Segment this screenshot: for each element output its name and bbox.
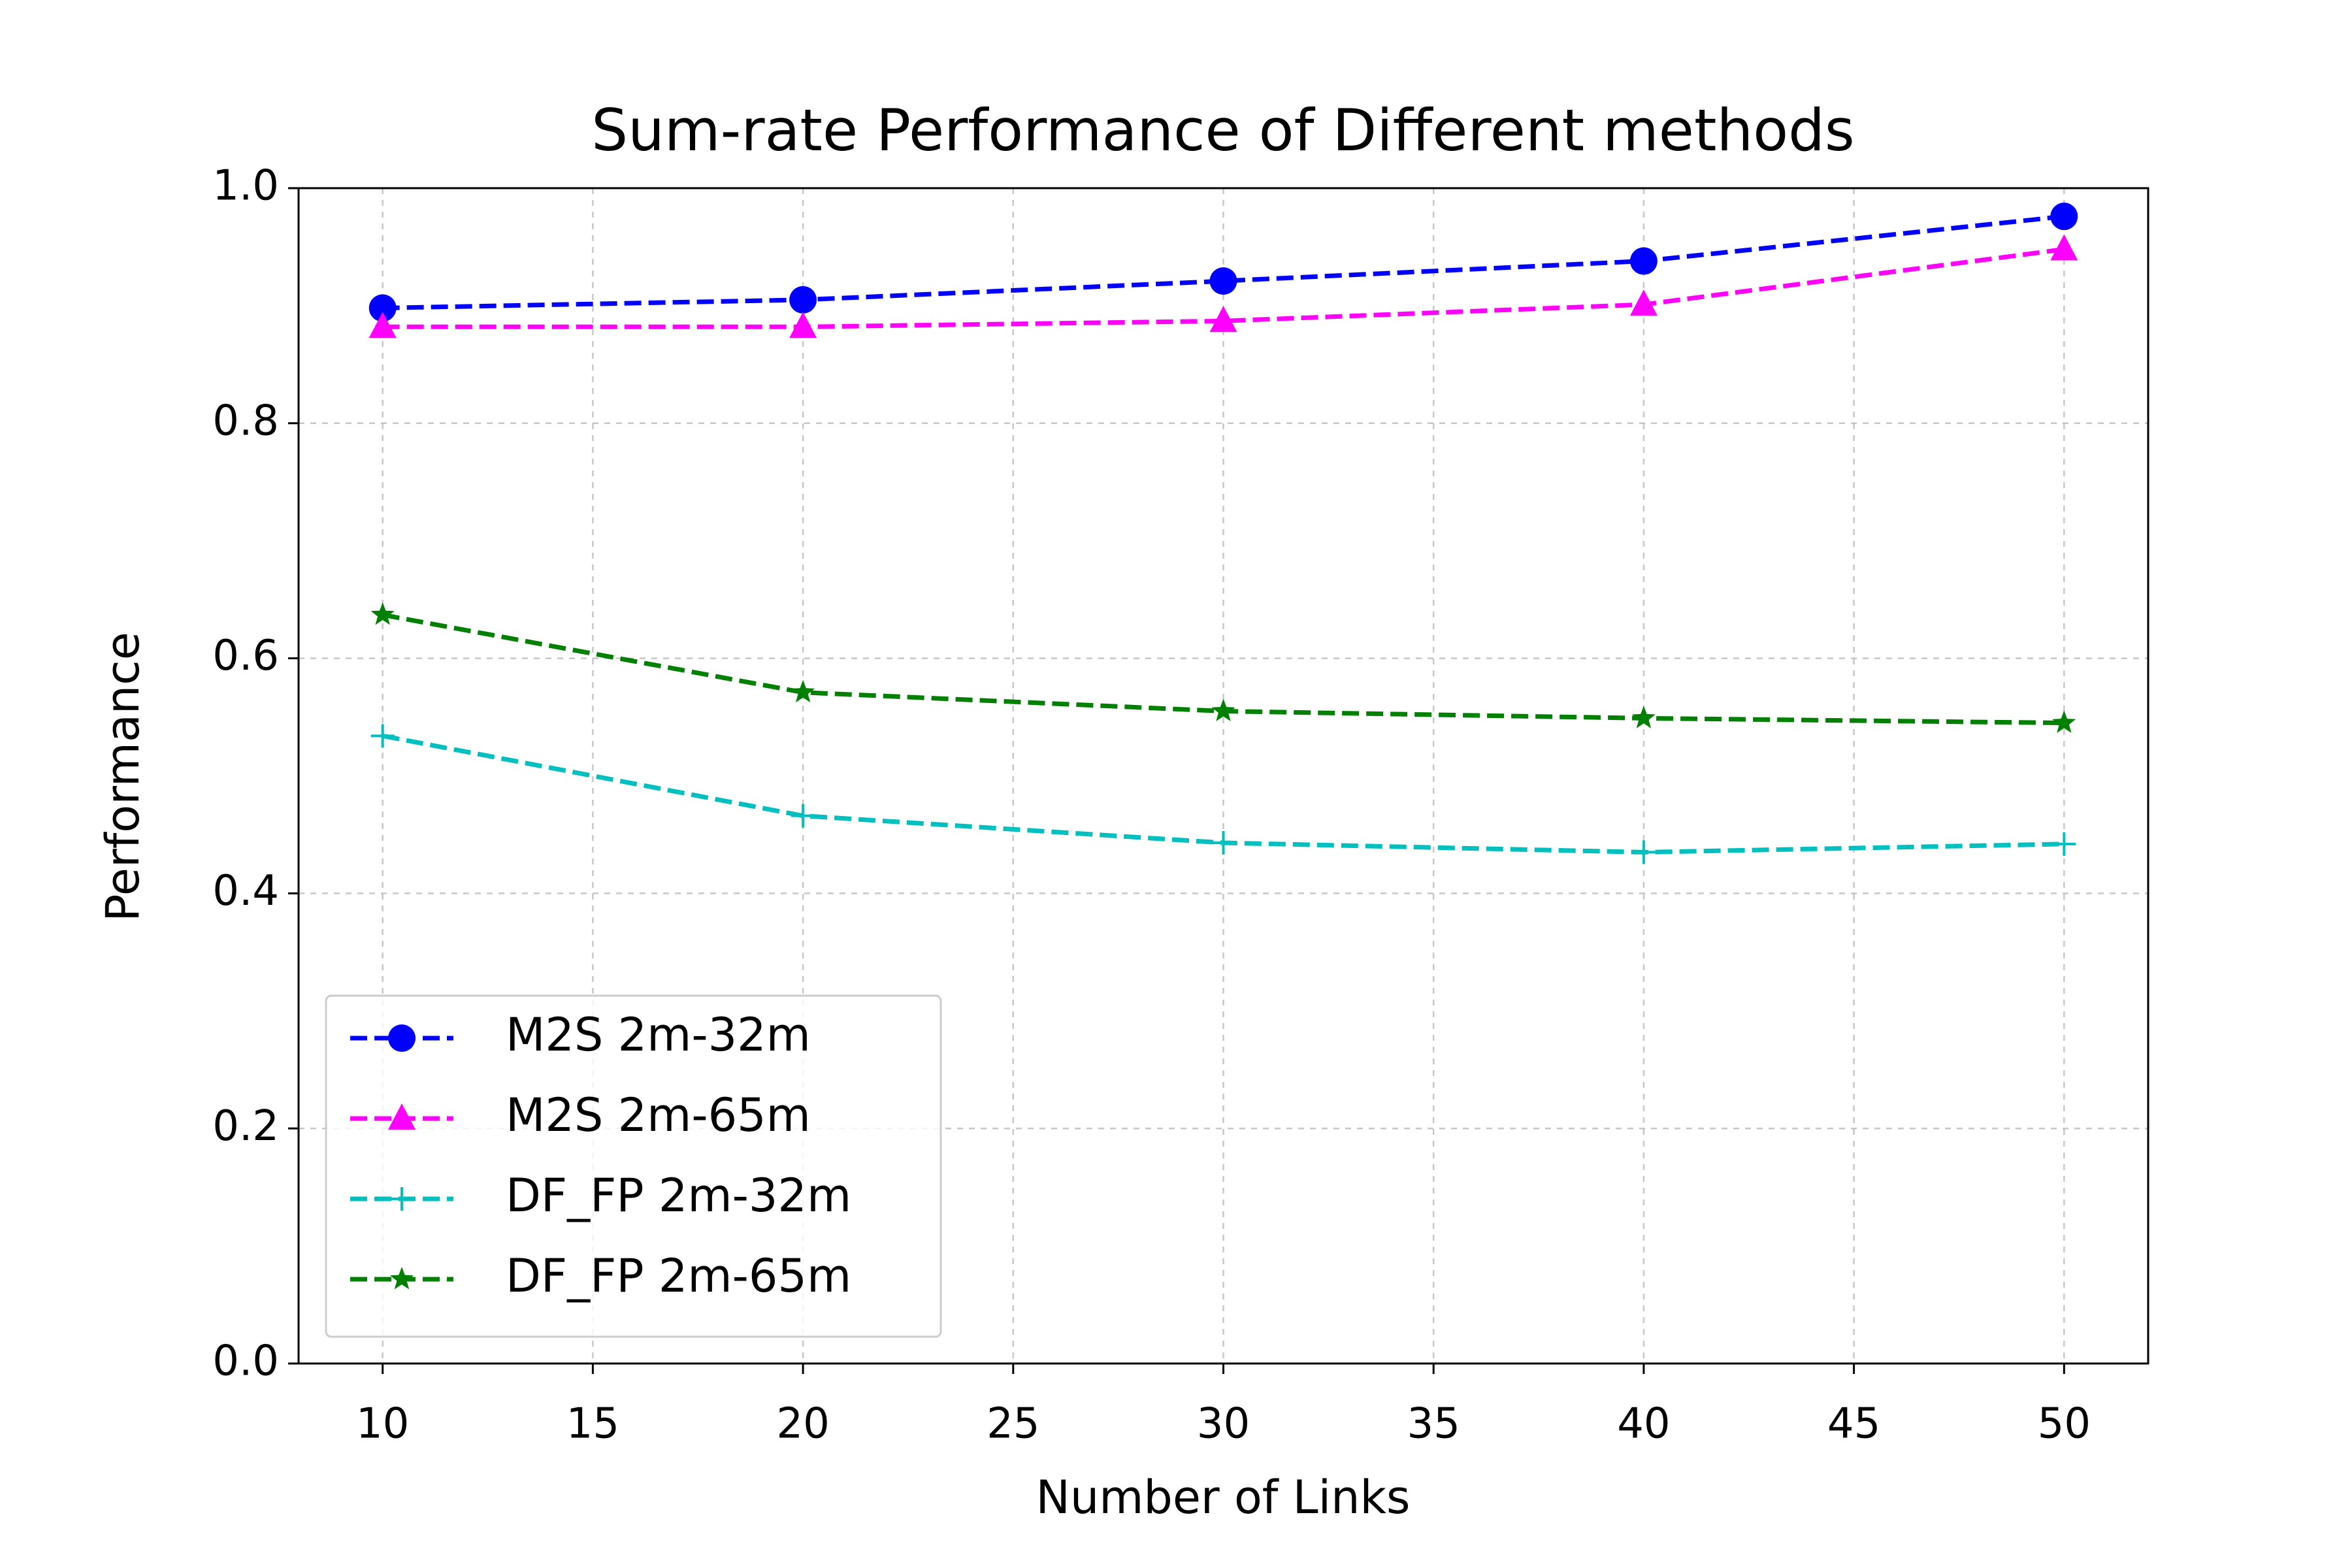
plot-frame — [297, 187, 2149, 1365]
legend-label: DF_FP 2m-65m — [506, 1249, 851, 1303]
legend-marker — [388, 1103, 416, 1130]
y-axis-label: Performance — [96, 632, 150, 922]
legend-marker — [389, 1267, 414, 1290]
series — [370, 602, 2076, 733]
series — [370, 724, 2076, 864]
legend-marker — [390, 1187, 414, 1211]
x-axis-label: Number of Links — [1036, 1471, 1411, 1524]
x-tick-label: 30 — [1197, 1400, 1250, 1448]
y-tick-label: 0.4 — [212, 867, 279, 915]
marker — [1631, 840, 1656, 864]
series-line — [382, 214, 2065, 310]
marker — [2052, 710, 2076, 733]
y-tick-label: 0.8 — [212, 397, 279, 445]
series — [368, 203, 2078, 322]
x-tick-label: 10 — [356, 1400, 409, 1448]
x-tick-label: 40 — [1617, 1400, 1670, 1448]
x-tick-label: 15 — [566, 1400, 619, 1448]
marker — [2052, 832, 2076, 856]
x-tick-label: 50 — [2038, 1400, 2091, 1448]
marker — [1631, 706, 1656, 728]
legend: M2S 2m-32m M2S 2m-65m DF_FP 2m-32m DF_FP 2m… — [325, 994, 942, 1338]
y-tick-label: 0.0 — [212, 1337, 279, 1386]
y-tick-label: 0.6 — [212, 632, 279, 680]
series — [368, 234, 2078, 338]
x-tick-label: 20 — [776, 1400, 829, 1448]
marker — [370, 724, 395, 748]
marker — [368, 312, 397, 338]
marker — [789, 286, 817, 314]
marker — [1211, 698, 1235, 721]
marker — [1629, 247, 1658, 275]
legend-frame — [325, 994, 942, 1338]
chart-title: Sum-rate Performance of Different method… — [591, 97, 1855, 164]
legend-label: M2S 2m-65m — [506, 1088, 811, 1142]
series-line — [382, 247, 2065, 329]
marker — [1209, 306, 1237, 333]
legend-label: M2S 2m-32m — [506, 1008, 811, 1062]
marker — [791, 679, 815, 703]
marker — [370, 602, 395, 625]
y-tick-label: 0.2 — [212, 1102, 279, 1151]
marker — [2050, 234, 2078, 261]
marker — [789, 312, 817, 338]
legend-label: DF_FP 2m-32m — [506, 1169, 851, 1222]
x-tick-label: 25 — [987, 1400, 1039, 1448]
x-tick-label: 35 — [1407, 1400, 1460, 1448]
x-tick-label: 45 — [1827, 1400, 1880, 1448]
marker — [1629, 289, 1658, 316]
marker — [368, 294, 397, 322]
marker — [1209, 267, 1237, 295]
y-tick-label: 1.0 — [212, 162, 279, 210]
marker — [1211, 831, 1235, 855]
legend-marker — [388, 1024, 416, 1052]
marker — [2050, 203, 2078, 231]
marker — [791, 804, 815, 828]
